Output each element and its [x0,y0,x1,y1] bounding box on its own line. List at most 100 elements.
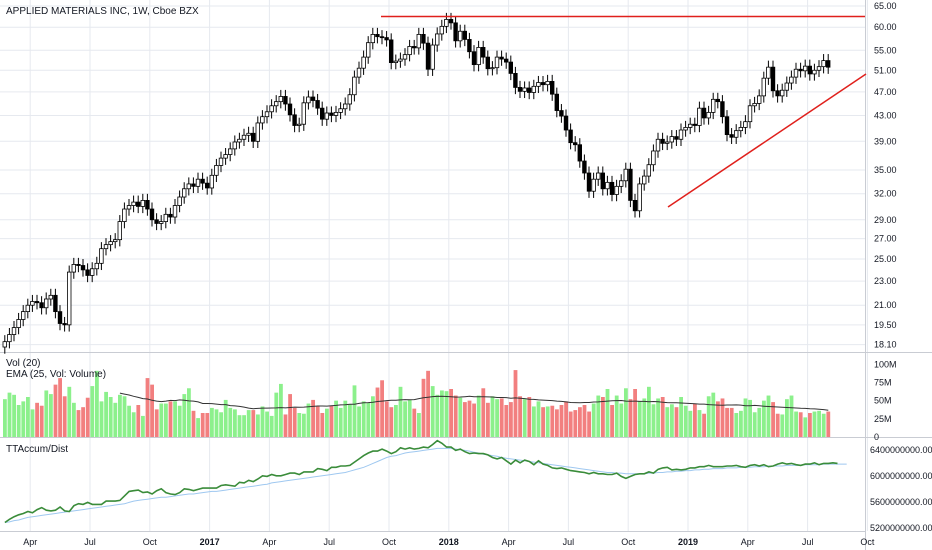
candle [527,87,532,93]
candle [2,341,7,348]
candle [232,141,237,150]
volume-tick-label: 25M [874,414,892,424]
accum-tick-label: 5200000000.00 [870,523,932,533]
volume-bar [559,405,564,437]
candle [342,103,348,110]
volume-bar [62,396,67,437]
time-tick-label: Oct [860,537,875,547]
volume-bar [371,396,375,437]
candle [807,65,812,75]
price-tick-label: 29.00 [874,215,897,225]
volume-bar [302,413,306,437]
volume-bar [614,395,619,437]
volume-bar [555,409,559,437]
volume-bar [334,400,338,437]
candle [370,33,375,44]
candle [697,107,702,126]
candle [62,323,67,326]
volume-bar [58,378,62,437]
volume-bar [564,401,568,437]
volume-bar [375,387,380,437]
candle [260,116,265,124]
candle [329,112,334,116]
candle [163,213,168,222]
volume-bar [725,407,729,437]
volume-bar [187,388,191,437]
volume-bar [647,386,651,437]
candle [204,182,210,189]
candle [80,265,86,271]
candle [793,68,799,78]
volume-bar [177,405,182,437]
candle [655,138,661,152]
candle [264,111,270,118]
volume-bar [697,410,702,437]
price-tick-label: 35.00 [874,165,897,175]
candle [563,115,569,131]
candle [283,96,288,105]
candle [379,36,385,39]
candle [292,114,297,126]
candle [338,108,343,113]
time-tick-label: 2018 [439,537,459,547]
accum-tick-label: 5600000000.00 [870,497,932,507]
candle [421,33,426,44]
volume-bar [674,407,679,437]
candle [471,51,477,66]
volume-bar [394,405,398,437]
candle [154,219,159,224]
volume-bar [458,397,463,437]
volume-bar [426,370,430,437]
volume-bar [467,400,472,437]
volume-bar [601,397,605,437]
volume-bar [3,399,7,437]
candle [729,134,734,138]
candle [90,268,95,276]
candle [375,33,380,38]
candle [821,60,826,68]
candle [720,101,725,118]
volume-bar [67,386,72,437]
volume-bar [720,398,725,437]
candle [784,82,789,91]
candle [434,33,440,46]
candle [145,199,150,210]
volume-bar [495,399,499,437]
candle [688,123,693,128]
volume-tick-label: 75M [874,377,892,387]
volume-bar [628,399,633,437]
candle [218,157,224,166]
volume-bar [104,391,108,437]
volume-bar [16,405,21,437]
volume-bar [384,401,389,437]
candle [158,221,164,224]
volume-bar [762,400,766,437]
volume-bar [380,380,384,437]
volume-bar [706,396,711,437]
candle [39,302,44,309]
volume-bar [513,370,518,437]
volume-bar [817,410,821,437]
candle [747,105,753,123]
volume-bar [803,417,808,437]
volume-axis: 100M 75M 50M 25M 0 [874,359,897,442]
time-tick-label: Apr [262,537,276,547]
volume-bar [361,401,366,437]
volume-bar [407,399,412,437]
candle [665,141,670,144]
candle [168,213,173,218]
candle [775,90,780,97]
candle [586,172,592,192]
volume-bar [154,409,159,437]
candle [812,69,817,75]
volume-tick-label: 50M [874,396,892,406]
volume-bar [398,386,403,437]
candle [306,96,311,104]
candle [411,46,417,49]
volume-bar [522,399,527,437]
candle [287,103,293,116]
volume-bar [757,407,762,437]
candle [508,61,513,74]
candle [734,130,739,138]
volume-bar [311,399,315,437]
